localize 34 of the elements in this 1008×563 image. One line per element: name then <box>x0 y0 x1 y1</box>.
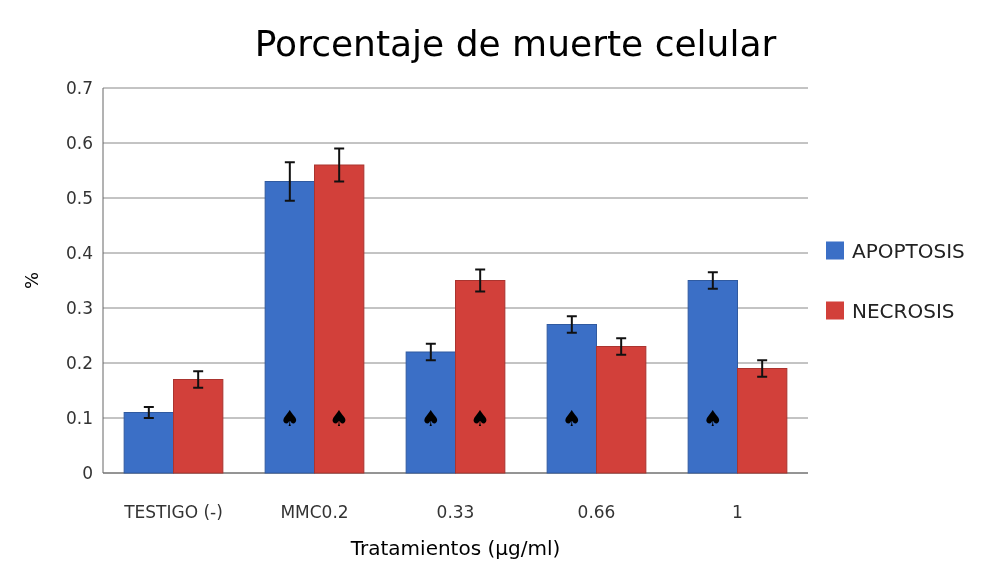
bar <box>173 379 224 474</box>
y-tick-label: 0.7 <box>65 77 93 98</box>
y-tick-label: 0.6 <box>65 132 93 153</box>
y-tick-label: 0.2 <box>65 352 93 373</box>
annotation: ♠ <box>561 405 582 431</box>
legend-label: NECROSIS <box>852 298 955 323</box>
bar <box>123 412 174 474</box>
y-tick-label: 0 <box>82 462 93 483</box>
bar <box>455 280 506 474</box>
y-tick-label: 0.5 <box>65 187 93 208</box>
bar <box>546 324 597 474</box>
annotation: ♠ <box>702 405 723 431</box>
x-tick-label: 0.33 <box>436 502 475 522</box>
annotation: ♠ <box>279 405 300 431</box>
x-tick-label: 1 <box>732 502 743 522</box>
bar <box>264 181 315 474</box>
x-tick-label: TESTIGO (-) <box>123 502 223 522</box>
bar <box>405 351 456 474</box>
annotation: ♠ <box>420 405 441 431</box>
bar <box>687 280 738 474</box>
bar <box>596 346 647 474</box>
x-tick-label: 0.66 <box>577 502 616 522</box>
y-tick-label: 0.4 <box>65 242 93 263</box>
legend-label: APOPTOSIS <box>852 238 965 263</box>
y-tick-label: 0.3 <box>65 297 93 318</box>
annotation: ♠ <box>470 405 491 431</box>
x-axis-title: Tratamientos (µg/ml) <box>349 536 561 560</box>
y-axis-title: % <box>21 271 42 290</box>
bar <box>314 164 365 474</box>
bar <box>737 368 788 474</box>
x-tick-label: MMC0.2 <box>280 502 349 522</box>
chart-title: Porcentaje de muerte celular <box>254 23 777 64</box>
annotation: ♠ <box>329 405 350 431</box>
y-tick-label: 0.1 <box>65 407 93 428</box>
